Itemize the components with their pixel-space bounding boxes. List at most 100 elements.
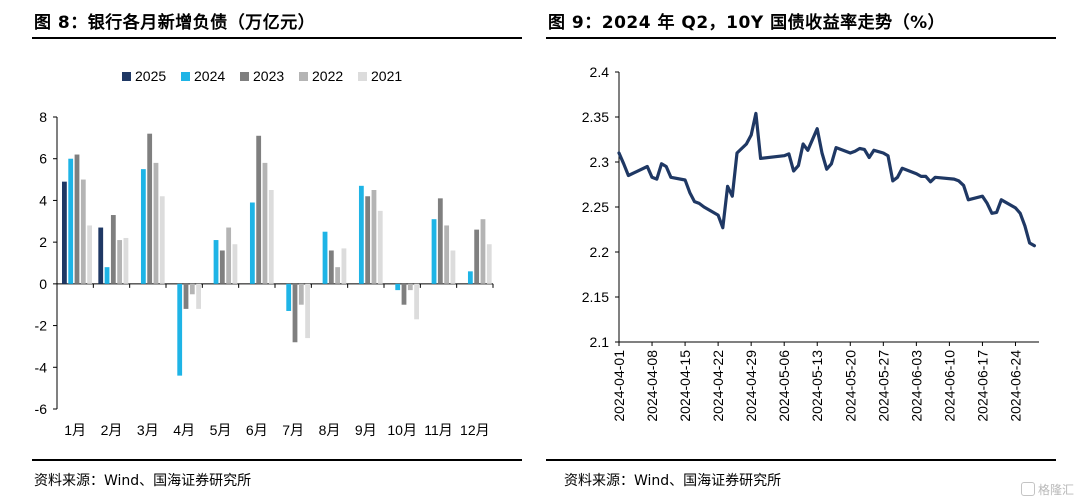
bar-chart: 2025 2024 2023 2022 2021 8 6 4 2 0 -2 -4 -6 1月 2月 3月 4月 5… [35, 68, 494, 438]
bar-2022-5月 [226, 227, 232, 284]
x-tick-label: 1月 [64, 422, 86, 438]
x-tick-label: 8月 [319, 422, 341, 438]
x-tick-label: 2024-06-24 [1007, 350, 1023, 422]
bar-2022-10月 [407, 283, 413, 291]
bar-2023-6月 [256, 135, 262, 284]
x-tick-label: 2024-04-29 [743, 350, 759, 422]
x-tick-label: 12月 [460, 422, 490, 438]
bar-2023-1月 [74, 154, 80, 284]
y-tick-label: 2.4 [590, 64, 610, 80]
y-tick-label: 6 [39, 151, 47, 167]
bar-2022-4月 [189, 283, 195, 295]
bar-2024-12月 [467, 271, 473, 284]
legend-label-2021: 2021 [371, 68, 402, 84]
bar-2024-1月 [68, 158, 74, 284]
watermark-text: 格隆汇 [1037, 483, 1074, 497]
x-tick-label: 2024-06-03 [908, 350, 924, 422]
bar-2021-5月 [232, 244, 238, 284]
bar-2023-10月 [401, 283, 407, 305]
x-tick-label: 2024-05-06 [776, 350, 792, 422]
bar-2023-9月 [365, 196, 371, 284]
left-title-rule [32, 37, 522, 39]
right-source-note: 资料来源：Wind、国海证券研究所 [564, 473, 782, 489]
y-tick-label: 2.2 [590, 244, 610, 260]
watermark: 格隆汇 [1020, 481, 1074, 498]
bar-2022-3月 [153, 162, 159, 284]
bar-2024-10月 [395, 283, 401, 291]
bar-2022-8月 [335, 267, 341, 284]
legend-swatch-2025 [122, 72, 131, 81]
x-tick-label: 9月 [355, 422, 377, 438]
series-line-10y-yield [617, 111, 1036, 248]
x-tick-label: 2024-06-17 [974, 350, 990, 422]
bar-2024-3月 [140, 169, 146, 284]
x-tick-label: 2024-04-08 [644, 350, 660, 422]
bar-2022-12月 [480, 219, 486, 284]
x-tick-label: 2024-06-10 [941, 350, 957, 422]
y-tick-label: 0 [39, 276, 47, 292]
bar-2024-4月 [177, 283, 183, 376]
bar-2021-4月 [196, 283, 201, 309]
y-tick-label: -2 [35, 318, 48, 334]
y-tick-label: 2.1 [590, 334, 610, 350]
right-title-rule [546, 37, 1056, 39]
x-tick-label: 2024-04-15 [677, 350, 693, 422]
x-tick-label: 3月 [137, 422, 159, 438]
bar-2021-1月 [87, 225, 92, 284]
y-tick-label: 2.3 [590, 154, 610, 170]
legend-label-2023: 2023 [253, 68, 284, 84]
bar-2022-1月 [80, 179, 86, 284]
left-chart-title: 图 8：银行各月新增负债（万亿元） [34, 13, 316, 33]
x-tick-label: 2024-05-13 [809, 350, 825, 422]
y-tick-label: 2.25 [582, 199, 609, 215]
bar-2024-11月 [431, 219, 437, 284]
x-tick-label: 2024-04-01 [611, 350, 627, 422]
legend-swatch-2022 [299, 72, 308, 81]
legend-swatch-2021 [358, 72, 367, 81]
x-tick-label: 2024-04-22 [710, 350, 726, 422]
right-chart-title: 图 9：2024 年 Q2，10Y 国债收益率走势（%） [548, 13, 946, 33]
bar-2023-4月 [183, 283, 189, 309]
bar-2021-10月 [414, 283, 419, 320]
bar-2021-2月 [123, 237, 129, 284]
bar-2021-3月 [159, 196, 165, 284]
bar-2021-9月 [377, 210, 383, 284]
bar-2025-2月 [98, 227, 104, 284]
bar-2021-12月 [486, 244, 492, 284]
x-tick-label: 2月 [101, 422, 123, 438]
bar-2023-8月 [328, 250, 334, 284]
y-tick-label: 2.15 [582, 289, 609, 305]
bar-2022-9月 [371, 190, 377, 284]
legend-label-2022: 2022 [312, 68, 343, 84]
legend-swatch-2024 [181, 72, 190, 81]
bar-2024-8月 [322, 231, 328, 284]
y-tick-label: 4 [39, 192, 47, 208]
bar-2024-5月 [213, 240, 219, 284]
right-bottom-rule [546, 459, 1056, 461]
y-tick-label: -4 [35, 359, 48, 375]
bar-2023-12月 [474, 229, 480, 284]
bar-2022-11月 [444, 225, 450, 284]
x-tick-label: 2024-05-20 [842, 350, 858, 422]
bar-2024-6月 [249, 202, 255, 284]
x-tick-label: 5月 [210, 422, 232, 438]
bar-2022-7月 [298, 283, 304, 305]
bar-2025-1月 [62, 181, 67, 284]
y-tick-label: 8 [39, 109, 47, 125]
watermark-logo-icon [1020, 482, 1035, 496]
x-tick-label: 2024-05-27 [875, 350, 891, 422]
bar-2021-8月 [341, 248, 347, 284]
bar-2023-3月 [147, 133, 153, 284]
bar-2024-7月 [286, 283, 292, 311]
bar-2023-7月 [292, 283, 298, 343]
bar-2022-6月 [262, 162, 268, 284]
bar-2021-6月 [268, 190, 274, 284]
bar-2023-11月 [437, 198, 443, 284]
bar-2021-11月 [450, 250, 456, 284]
x-tick-label: 6月 [246, 422, 268, 438]
y-tick-label: -6 [35, 401, 48, 417]
x-tick-label: 10月 [387, 422, 417, 438]
x-tick-label: 7月 [282, 422, 304, 438]
bar-2021-7月 [305, 283, 310, 339]
